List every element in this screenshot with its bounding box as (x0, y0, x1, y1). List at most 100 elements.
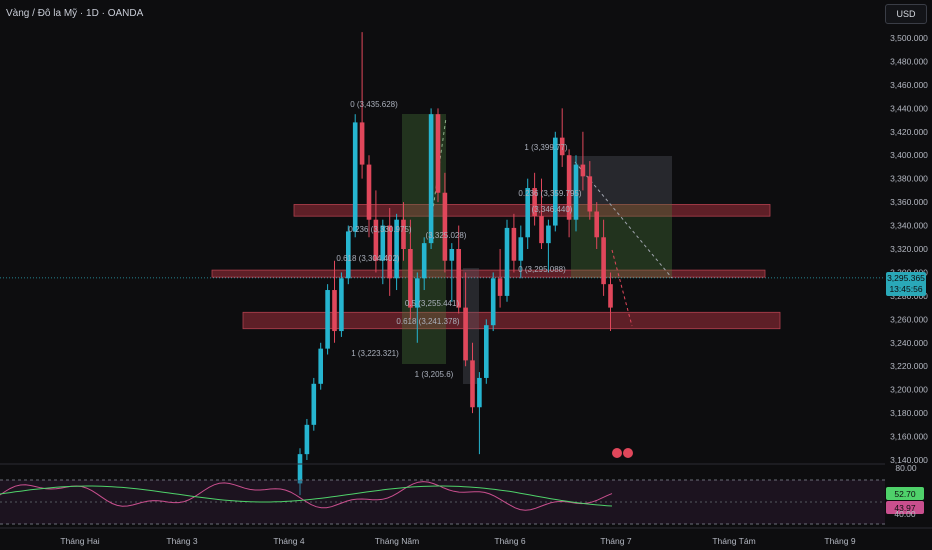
candle-body (525, 188, 530, 238)
rsi-axis-lower: 40.00 (894, 509, 916, 519)
price-tick-label: 3,380.000 (890, 174, 928, 184)
candle (421, 237, 427, 291)
candle-body (553, 137, 558, 226)
support-resistance-zones (211, 204, 781, 330)
price-tick-label: 3,460.000 (890, 80, 928, 90)
candle (539, 178, 544, 249)
price-tick-label: 3,220.000 (890, 361, 928, 371)
candle-body (518, 237, 524, 261)
candle-body (380, 225, 386, 261)
rsi-ma-line (0, 485, 613, 507)
candle-body (421, 243, 427, 279)
candle-body (442, 192, 448, 261)
price-tick-label: 3,180.000 (890, 408, 928, 418)
candle-body (304, 424, 310, 455)
candle (573, 155, 579, 232)
candle-body (497, 278, 503, 296)
price-tick-label: 3,440.000 (890, 103, 928, 113)
price-tick-label: 3,340.000 (890, 221, 928, 231)
price-zone (293, 204, 771, 217)
rsi-band (0, 480, 885, 524)
candle-body (387, 225, 392, 279)
candle-body (456, 249, 461, 308)
fib-label: 0 (3,295.088) (518, 265, 566, 274)
time-tick-label: Tháng Tám (712, 536, 755, 546)
candle-body (490, 278, 496, 326)
candle-body (573, 164, 579, 220)
candle-body (346, 231, 351, 279)
rsi-line (0, 481, 613, 511)
price-tick-label: 3,200.000 (890, 385, 928, 395)
candle (608, 272, 613, 332)
time-tick-label: Tháng Năm (375, 536, 419, 546)
candle (477, 372, 482, 455)
candle (408, 219, 413, 320)
candle (546, 219, 551, 273)
candle-body (359, 122, 365, 165)
candle-body (339, 278, 344, 332)
candle-body (594, 211, 599, 238)
candle (594, 202, 599, 249)
candle (415, 272, 420, 343)
candle (532, 172, 537, 226)
candle (559, 108, 565, 167)
candle-body (608, 284, 613, 308)
candle (449, 243, 455, 302)
candle (318, 342, 323, 390)
annotations: 0 (3,435.628) 1 (3,223.321) 0.236 (3,330.9… (336, 100, 581, 379)
time-tick-label: Tháng 7 (600, 536, 631, 546)
fib-label: 1 (3,223.321) (351, 349, 399, 358)
short-position-box-top (571, 156, 672, 204)
candle-body (449, 249, 455, 261)
rsi-value: 43.97 (894, 503, 916, 513)
candle-body (532, 188, 537, 217)
time-tick-label: Tháng 6 (494, 536, 525, 546)
price-tick-label: 3,320.000 (890, 244, 928, 254)
fib-label: 0.618 (3,304.402) (336, 254, 399, 263)
candle-body (394, 219, 399, 279)
candle (463, 272, 468, 367)
candle-body (539, 216, 544, 244)
candle (470, 342, 475, 414)
candle-body (325, 290, 330, 349)
time-tick-label: Tháng 3 (166, 536, 197, 546)
candle-body (587, 176, 593, 212)
price-tick-label: 3,420.000 (890, 127, 928, 137)
candle-body (352, 122, 358, 232)
price-tick-label: 3,140.000 (890, 455, 928, 465)
price-tick-label: 3,160.000 (890, 432, 928, 442)
time-tick-label: Tháng Hai (60, 536, 99, 546)
candle-body (511, 227, 517, 261)
fib-label: 0.5 (3,255.441) (405, 299, 460, 308)
current-price-value: 3,295.365 (887, 273, 925, 283)
candle-body (373, 219, 379, 261)
currency-button[interactable]: USD (885, 4, 927, 24)
candle-body (601, 237, 606, 285)
price-tick-label: 3,260.000 (890, 314, 928, 324)
price-axis: 3,500.000 3,480.000 3,460.000 3,440.000 3,42… (890, 33, 928, 465)
candle-body (332, 290, 337, 332)
candle (373, 190, 379, 273)
candle (366, 155, 372, 238)
time-axis: Tháng Hai Tháng 3 Tháng 4 Tháng Năm Tháng 6 T… (60, 536, 855, 546)
candle (553, 131, 558, 232)
candle (518, 225, 524, 279)
candle (587, 161, 593, 220)
rsi-axis-top: 80.00 (895, 463, 917, 473)
candle (346, 225, 351, 285)
candle-body (484, 325, 489, 378)
time-tick-label: Tháng 9 (824, 536, 855, 546)
event-icons[interactable] (612, 448, 633, 458)
candle (297, 448, 303, 496)
candle-body (318, 348, 323, 384)
price-zone (211, 269, 766, 278)
fib-label: 1 (3,399.77) (524, 143, 567, 152)
candle (601, 219, 606, 296)
candles (297, 32, 613, 496)
candle (490, 272, 496, 332)
price-tick-label: 3,400.000 (890, 150, 928, 160)
candle (325, 284, 330, 355)
candle-body (566, 155, 572, 220)
candle-body (311, 383, 317, 425)
